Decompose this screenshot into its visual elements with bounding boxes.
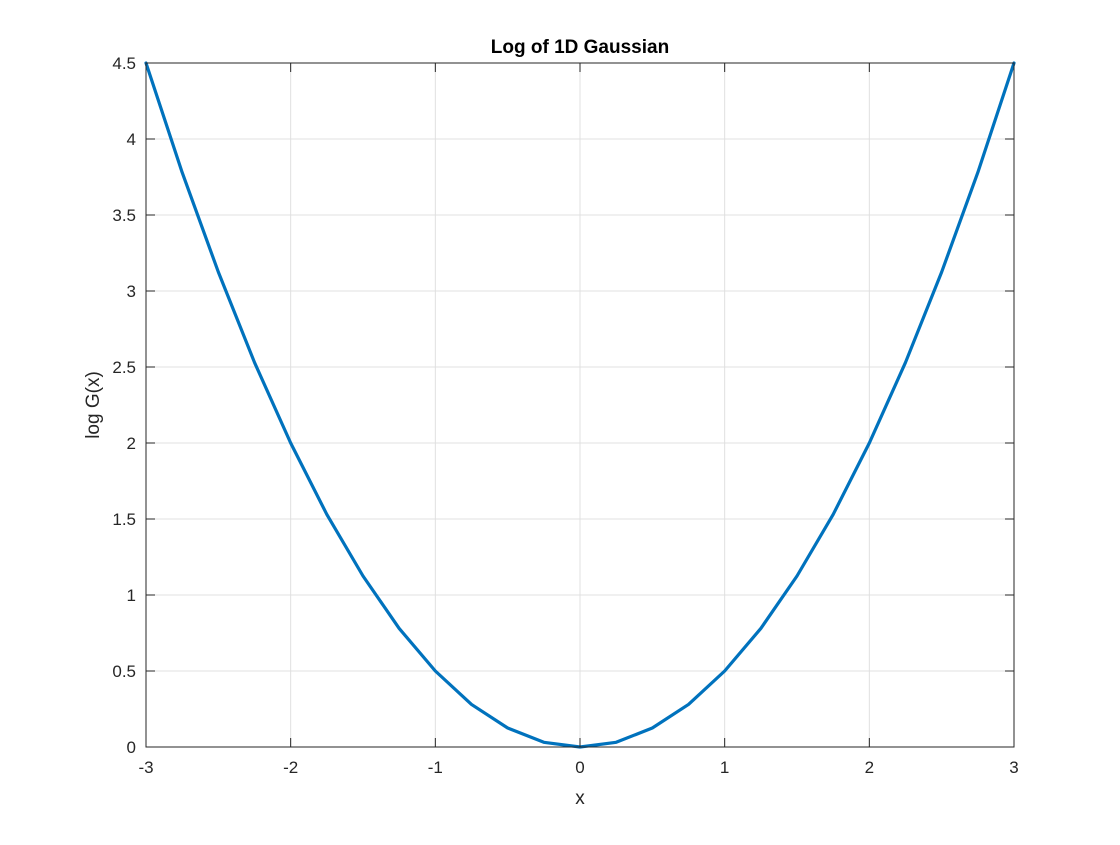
y-tick-label: 3 [127, 282, 136, 301]
y-tick-label: 2.5 [112, 358, 136, 377]
x-tick-label: -3 [138, 758, 153, 777]
y-tick-label: 4 [127, 130, 136, 149]
x-tick-label: 1 [720, 758, 729, 777]
y-axis-label: log G(x) [83, 371, 104, 439]
chart-title: Log of 1D Gaussian [491, 37, 669, 58]
x-axis-label: x [575, 788, 585, 809]
y-tick-label: 0 [127, 738, 136, 757]
x-tick-label: -1 [428, 758, 443, 777]
y-tick-label: 1 [127, 586, 136, 605]
x-tick-label: 2 [865, 758, 874, 777]
y-tick-label: 4.5 [112, 54, 136, 73]
y-tick-label: 1.5 [112, 510, 136, 529]
x-tick-label: 3 [1009, 758, 1018, 777]
x-tick-label: -2 [283, 758, 298, 777]
ticks-layer: -3 -2 -1 0 1 2 3 0 0.5 1 1.5 2 2.5 3 3.5 4 4.5 [112, 54, 1018, 777]
x-tick-label: 0 [575, 758, 584, 777]
y-tick-label: 3.5 [112, 206, 136, 225]
y-tick-label: 0.5 [112, 662, 136, 681]
y-tick-label: 2 [127, 434, 136, 453]
